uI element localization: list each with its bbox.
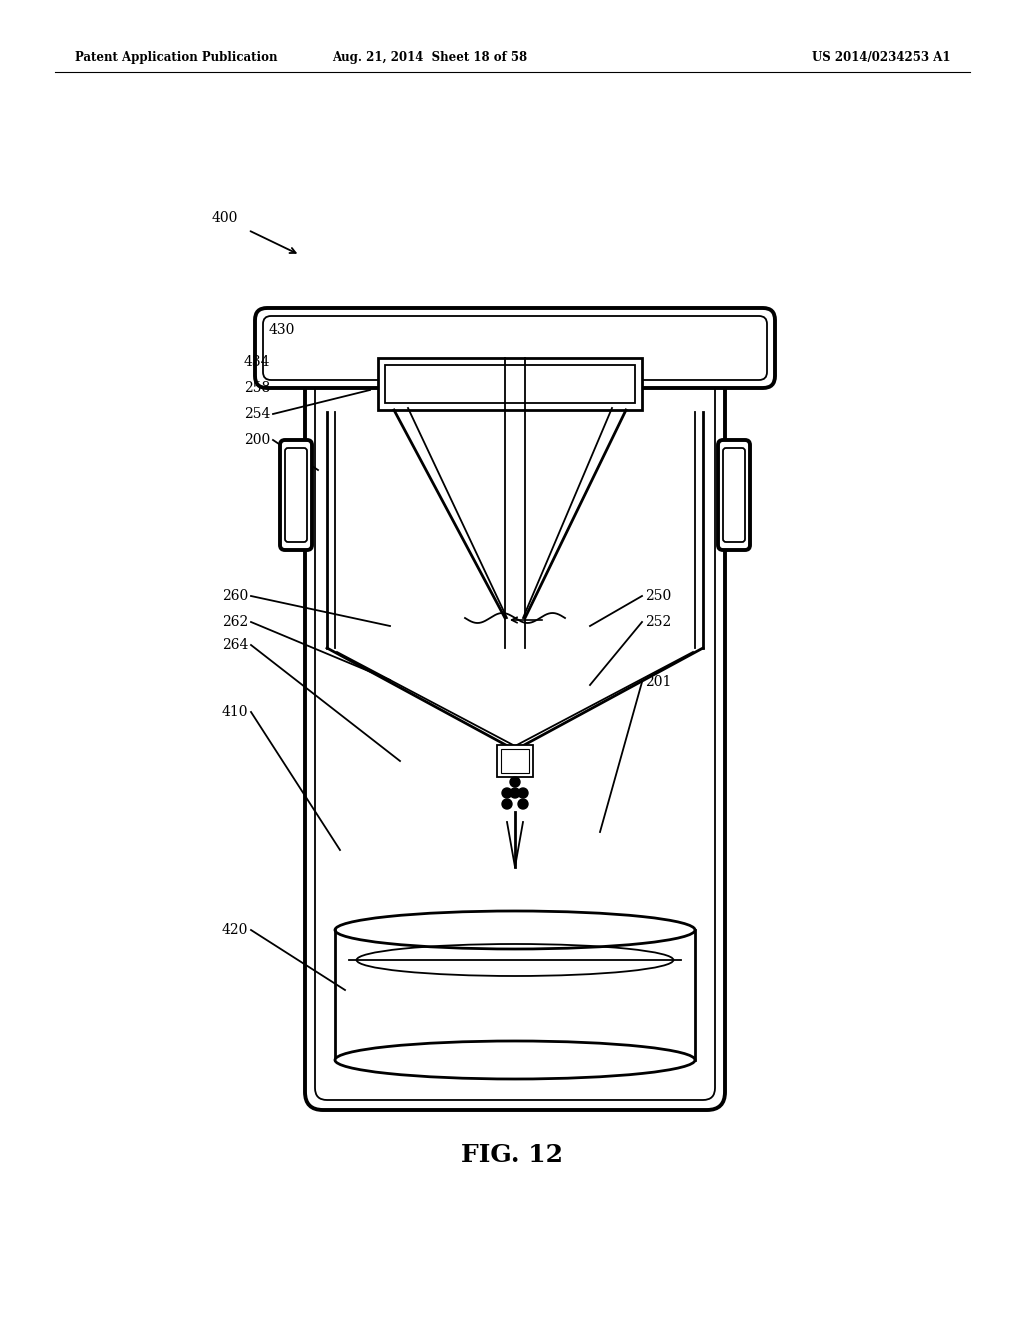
FancyBboxPatch shape [255,308,775,388]
Circle shape [518,788,528,799]
Text: 252: 252 [645,615,672,630]
Bar [385,366,635,403]
Text: 434: 434 [244,355,270,370]
Text: 250: 250 [645,589,672,603]
Circle shape [502,799,512,809]
FancyBboxPatch shape [280,440,312,550]
Text: FIG. 12: FIG. 12 [461,1143,563,1167]
Text: 410: 410 [221,705,248,719]
Ellipse shape [335,1041,695,1078]
Circle shape [502,788,512,799]
Text: 200: 200 [244,433,270,447]
FancyBboxPatch shape [305,310,725,1110]
Circle shape [510,777,520,787]
Text: 258: 258 [244,381,270,395]
Text: 420: 420 [221,923,248,937]
Text: US 2014/0234253 A1: US 2014/0234253 A1 [811,51,950,65]
Text: 201: 201 [645,675,672,689]
Text: 260: 260 [222,589,248,603]
Ellipse shape [335,911,695,949]
Text: 262: 262 [222,615,248,630]
Circle shape [518,799,528,809]
Text: 430: 430 [268,323,295,337]
FancyBboxPatch shape [718,440,750,550]
Text: Patent Application Publication: Patent Application Publication [75,51,278,65]
Bar [497,744,534,777]
Text: 400: 400 [212,211,238,224]
Text: 264: 264 [221,638,248,652]
Circle shape [510,788,520,799]
Bar [501,748,529,774]
Text: Aug. 21, 2014  Sheet 18 of 58: Aug. 21, 2014 Sheet 18 of 58 [333,51,527,65]
Bar [378,358,642,411]
Text: 254: 254 [244,407,270,421]
